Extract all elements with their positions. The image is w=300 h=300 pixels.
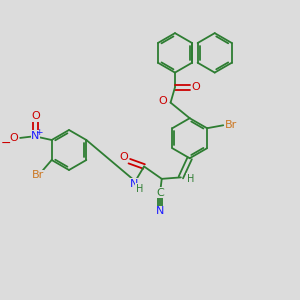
Text: N: N xyxy=(31,131,40,141)
Text: O: O xyxy=(31,111,40,122)
Text: O: O xyxy=(119,152,128,162)
Text: C: C xyxy=(156,188,164,198)
Text: O: O xyxy=(159,96,168,106)
Text: O: O xyxy=(9,133,18,143)
Text: H: H xyxy=(187,174,194,184)
Text: N: N xyxy=(130,178,138,189)
Text: +: + xyxy=(36,128,43,136)
Text: N: N xyxy=(156,206,164,216)
Text: H: H xyxy=(136,184,143,194)
Text: Br: Br xyxy=(32,170,44,180)
Text: Br: Br xyxy=(225,120,238,130)
Text: −: − xyxy=(1,137,12,150)
Text: O: O xyxy=(192,82,200,92)
